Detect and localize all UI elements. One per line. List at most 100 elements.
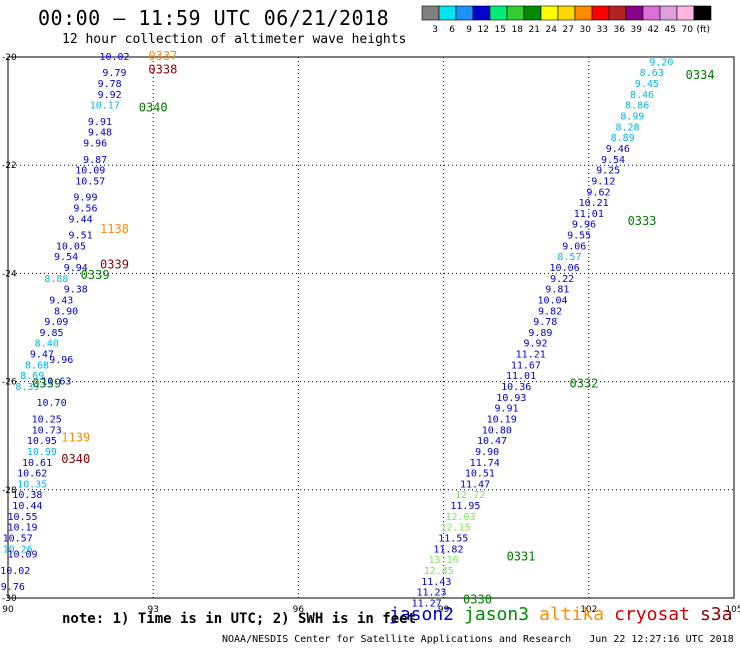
wave-height-point: 11.67 xyxy=(511,360,541,371)
wave-height-point: 10.05 xyxy=(56,241,86,252)
wave-height-point: 10.38 xyxy=(12,490,42,501)
x-tick-label: 105 xyxy=(725,605,740,615)
wave-height-point: 11.74 xyxy=(470,458,500,469)
y-tick-label: -26 xyxy=(2,378,17,388)
wave-height-point: 9.48 xyxy=(88,128,112,139)
pass-time-label: 0340 xyxy=(61,452,90,466)
wave-height-point: 11.27 xyxy=(412,598,442,609)
colorbar-label: 18 xyxy=(512,25,524,35)
pass-time-label: 0337 xyxy=(148,49,177,63)
colorbar-label: 27 xyxy=(563,25,574,35)
wave-height-point: 9.78 xyxy=(98,79,122,90)
wave-height-point: 10.09 xyxy=(7,550,37,561)
wave-height-point: 11.21 xyxy=(516,350,546,361)
wave-height-point: 11.47 xyxy=(460,479,490,490)
satellite-legend: jason2 jason3 altika cryosat s3a xyxy=(389,604,740,625)
wave-height-point: 9.94 xyxy=(64,263,88,274)
wave-height-point: 9.87 xyxy=(83,155,107,166)
wave-height-point: 10.44 xyxy=(12,501,42,512)
wave-height-point: 10.61 xyxy=(22,458,52,469)
legend-item-jason2: jason2 xyxy=(389,604,455,625)
wave-height-point: 9.76 xyxy=(1,582,25,593)
x-tick-label: 99 xyxy=(438,605,450,615)
wave-height-point: 9.89 xyxy=(528,328,552,339)
legend-item-cryosat: cryosat xyxy=(614,604,690,625)
y-tick-label: -30 xyxy=(2,594,17,604)
x-tick-label: 102 xyxy=(580,605,597,615)
wave-height-point: 8.40 xyxy=(35,339,59,350)
colorbar-label: 45 xyxy=(665,25,676,35)
wave-height-point: 10.25 xyxy=(32,414,62,425)
wave-height-point: 11.43 xyxy=(421,577,451,588)
wave-height-point: 9.85 xyxy=(40,328,64,339)
wave-height-point: 9.90 xyxy=(475,447,499,458)
chart-title: 00:00 – 11:59 UTC 06/21/2018 xyxy=(38,6,390,30)
wave-height-point: 10.62 xyxy=(17,469,47,480)
wave-height-point: 9.99 xyxy=(73,193,97,204)
wave-height-point: 12.15 xyxy=(441,523,471,534)
wave-height-point: 10.63 xyxy=(41,377,71,388)
wave-height-point: 9.82 xyxy=(538,306,562,317)
wave-height-point: 9.25 xyxy=(596,166,620,177)
wave-height-point: 12.45 xyxy=(424,566,454,577)
legend-item-altika: altika xyxy=(539,604,605,625)
wave-height-point: 8.28 xyxy=(615,122,639,133)
wave-height-point: 9.92 xyxy=(98,90,122,101)
wave-height-point: 12.03 xyxy=(445,512,475,523)
colorbar-label: 36 xyxy=(614,25,626,35)
wave-height-point: 10.57 xyxy=(3,533,33,544)
colorbar-label: 39 xyxy=(631,25,643,35)
wave-height-point: 9.20 xyxy=(649,57,673,68)
colorbar-label: 12 xyxy=(478,25,489,35)
pass-time-label: 0339 xyxy=(100,257,129,271)
x-tick-label: 96 xyxy=(293,605,305,615)
wave-height-point: 9.43 xyxy=(49,295,73,306)
wave-height-point: 10.17 xyxy=(90,101,120,112)
wave-height-point: 9.56 xyxy=(73,203,97,214)
wave-height-point: 10.06 xyxy=(550,263,580,274)
wave-height-point: 10.57 xyxy=(75,176,105,187)
wave-height-point: 8.46 xyxy=(630,90,654,101)
wave-height-point: 9.44 xyxy=(69,214,93,225)
wave-height-point: 9.54 xyxy=(54,252,78,263)
y-tick-label: -20 xyxy=(2,53,17,63)
colorbar-label: 3 xyxy=(432,25,438,35)
pass-time-label: 0331 xyxy=(507,549,536,563)
wave-height-point: 9.79 xyxy=(102,68,126,79)
y-tick-label: -24 xyxy=(2,269,17,279)
wave-height-point: 10.47 xyxy=(477,436,507,447)
x-tick-label: 90 xyxy=(2,605,14,615)
wave-height-point: 8.57 xyxy=(557,252,581,263)
wave-height-point: 10.21 xyxy=(579,198,609,209)
wave-height-point: 10.95 xyxy=(27,436,57,447)
wave-height-point: 9.12 xyxy=(591,176,615,187)
pass-time-label: 0330 xyxy=(463,593,492,607)
wave-height-point: 10.70 xyxy=(37,398,67,409)
colorbar-label: 70 xyxy=(682,25,694,35)
colorbar-label: 21 xyxy=(529,25,540,35)
wave-height-point: 9.96 xyxy=(572,220,596,231)
wave-height-point: 10.51 xyxy=(465,469,495,480)
wave-height-point: 10.02 xyxy=(0,566,30,577)
wave-height-point: 9.62 xyxy=(586,187,610,198)
colorbar-label: 15 xyxy=(495,25,506,35)
wave-height-point: 9.78 xyxy=(533,317,557,328)
wave-height-point: 9.22 xyxy=(550,274,574,285)
chart-subtitle: 12 hour collection of altimeter wave hei… xyxy=(62,32,407,47)
wave-height-point: 10.09 xyxy=(75,166,105,177)
wave-height-point: 8.39 xyxy=(15,382,39,393)
colorbar-label: (ft) xyxy=(696,25,710,35)
colorbar-label: 30 xyxy=(580,25,592,35)
wave-height-point: 10.04 xyxy=(537,295,567,306)
colorbar-swatch xyxy=(693,5,712,21)
note-text: note: 1) Time is in UTC; 2) SWH is in fe… xyxy=(62,611,417,627)
pass-time-label: 0339 xyxy=(32,376,61,390)
wave-height-point: 9.46 xyxy=(606,144,630,155)
colorbar-label: 24 xyxy=(546,25,558,35)
pass-time-label: 0340 xyxy=(139,100,168,114)
wave-height-point: 8.99 xyxy=(620,112,644,123)
wave-height-point: 9.06 xyxy=(562,241,586,252)
colorbar-label: 9 xyxy=(466,25,472,35)
wave-height-point: 9.55 xyxy=(567,231,591,242)
